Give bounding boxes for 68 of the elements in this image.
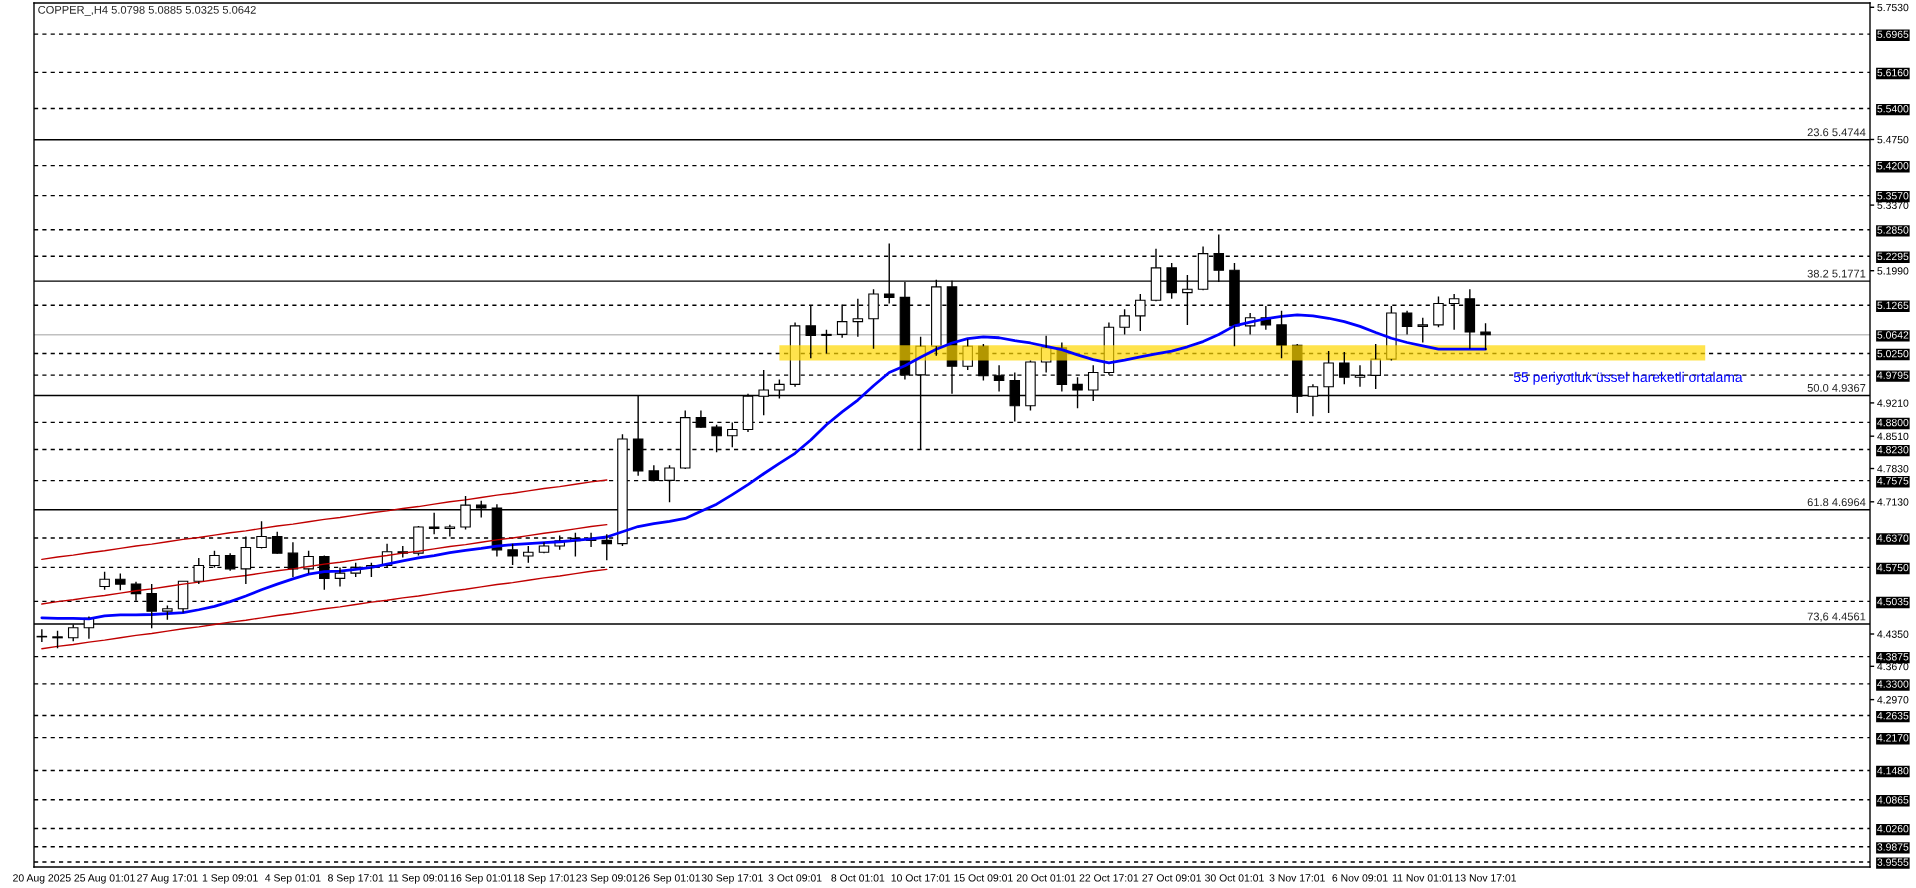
ref-line-label: 5.6160 [1877, 68, 1909, 77]
ref-line-label: 3.9875 [1877, 843, 1909, 851]
ref-line-label: 3.9555 [1877, 858, 1909, 866]
annotation: 50.0 4.9367 [1807, 383, 1866, 392]
ref-line-label: 5.0250 [1877, 349, 1909, 358]
x-tick-label: 13 Nov 17:01 [1455, 874, 1517, 882]
x-tick-label: 30 Sep 17:01 [701, 874, 763, 884]
annotation: 23.6 5.4744 [1807, 128, 1866, 137]
x-tick-label: 8 Oct 01:01 [831, 874, 885, 882]
x-tick-label: 23 Sep 09:01 [576, 874, 638, 884]
x-tick-label: 3 Oct 09:01 [768, 874, 822, 882]
y-tick-label: 4.7130 [1877, 498, 1909, 506]
ref-line-label: 4.6370 [1877, 534, 1909, 542]
x-tick-label: 26 Sep 01:01 [639, 874, 701, 884]
x-tick-label: 15 Oct 09:01 [954, 874, 1013, 882]
y-tick-label: 4.9210 [1877, 399, 1909, 407]
ref-line-label: 5.1265 [1877, 301, 1909, 310]
y-tick-label: 4.2970 [1877, 696, 1909, 704]
ref-line-label: 5.3570 [1877, 192, 1909, 200]
y-tick-label: 5.1990 [1877, 267, 1909, 275]
y-tick-label: 5.4750 [1877, 135, 1909, 144]
x-tick-label: 6 Nov 09:01 [1332, 874, 1388, 882]
ref-line-label: 4.7575 [1877, 477, 1909, 485]
x-tick-label: 8 Sep 17:01 [328, 874, 384, 884]
x-tick-label: 10 Oct 17:01 [891, 874, 950, 882]
ref-line-label: 4.1480 [1877, 766, 1909, 775]
ref-line-label: 5.2850 [1877, 226, 1909, 234]
ref-line-label: 5.6965 [1877, 30, 1909, 39]
y-tick-label: 5.3370 [1877, 201, 1909, 209]
x-tick-label: 11 Sep 09:01 [388, 874, 449, 884]
annotation: 61.8 4.6964 [1807, 498, 1866, 507]
ref-line-label: 4.3300 [1877, 680, 1909, 688]
annotation: 38.2 5.1771 [1807, 269, 1866, 278]
y-tick-label: 4.7830 [1877, 465, 1909, 473]
x-tick-label: 30 Oct 01:01 [1205, 874, 1264, 882]
y-tick-label: 4.8510 [1877, 432, 1909, 441]
x-tick-label: 4 Sep 01:01 [265, 874, 321, 884]
x-tick-label: 3 Nov 17:01 [1269, 874, 1325, 882]
ref-line-label: 4.3875 [1877, 653, 1909, 661]
ref-line-label: 5.0642 [1877, 331, 1909, 339]
x-tick-label: 27 Aug 17:01 [137, 874, 198, 884]
x-tick-label: 27 Oct 09:01 [1142, 874, 1202, 882]
ref-line-label: 4.2170 [1877, 734, 1909, 742]
ref-line-label: 4.0865 [1877, 796, 1909, 804]
ref-line-label: 5.2295 [1877, 252, 1909, 261]
x-tick-label: 1 Sep 09:01 [202, 874, 258, 884]
x-tick-label: 22 Oct 17:01 [1079, 874, 1139, 882]
ref-line-label: 4.2635 [1877, 712, 1909, 720]
ref-line-label: 4.5750 [1877, 563, 1909, 572]
ref-line-label: 4.8800 [1877, 418, 1909, 427]
chart-title: COPPER_,H4 5.0798 5.0885 5.0325 5.0642 [38, 5, 256, 16]
ref-line-label: 5.4200 [1877, 162, 1909, 170]
text: 55 periyotluk üssel hareketli ortalama [1513, 371, 1743, 385]
x-tick-label: 18 Sep 17:01 [513, 874, 575, 884]
ref-line-label: 4.9795 [1877, 371, 1909, 379]
ref-line-label: 4.8230 [1877, 446, 1909, 454]
x-tick-label: 11 Nov 01:01 [1392, 874, 1453, 882]
x-tick-label: 25 Aug 01:01 [74, 874, 135, 884]
ref-line-label: 5.5400 [1877, 105, 1909, 113]
y-tick-label: 4.4350 [1877, 630, 1909, 638]
x-tick-label: 20 Aug 2025 [13, 874, 71, 884]
annotation: 73,6 4.4561 [1807, 612, 1866, 622]
x-tick-label: 20 Oct 01:01 [1016, 874, 1076, 882]
ref-line-label: 4.5035 [1877, 597, 1909, 606]
x-tick-label: 16 Sep 01:01 [451, 874, 512, 884]
y-tick-label: 5.7530 [1877, 3, 1909, 12]
y-tick-label: 4.3670 [1877, 662, 1909, 671]
ref-line-label: 4.0260 [1877, 824, 1909, 833]
